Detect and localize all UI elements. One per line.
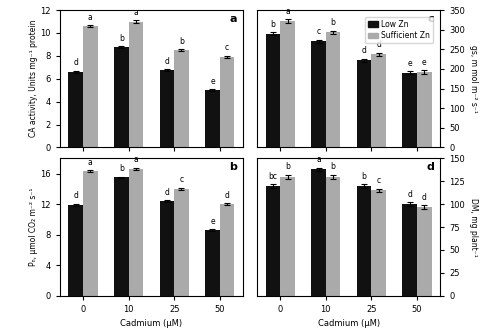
Text: b: b — [119, 164, 124, 173]
Bar — [417, 207, 432, 296]
Text: a: a — [134, 156, 138, 165]
Y-axis label: DM, mg plant⁻¹: DM, mg plant⁻¹ — [469, 198, 478, 256]
Bar — [326, 33, 340, 148]
Bar — [280, 21, 295, 148]
Text: c: c — [316, 28, 320, 37]
Text: d: d — [224, 191, 230, 200]
Bar — [114, 177, 128, 296]
Bar — [68, 72, 83, 148]
Text: d: d — [164, 56, 170, 66]
Bar — [220, 57, 234, 148]
Text: d: d — [164, 188, 170, 197]
Bar — [128, 22, 143, 148]
Bar — [266, 34, 280, 148]
Bar — [311, 41, 326, 148]
Text: b: b — [270, 19, 276, 29]
Bar — [220, 204, 234, 296]
Bar — [280, 177, 295, 296]
Text: b: b — [330, 162, 336, 171]
Bar — [357, 60, 372, 148]
Bar — [205, 230, 220, 296]
Text: d: d — [422, 193, 427, 202]
Text: a: a — [285, 7, 290, 16]
Bar — [326, 177, 340, 296]
Text: b: b — [179, 37, 184, 46]
Text: b: b — [285, 162, 290, 171]
Text: c: c — [180, 175, 184, 184]
Legend: Low Zn, Sufficient Zn: Low Zn, Sufficient Zn — [366, 17, 432, 43]
X-axis label: Cadmium (μM): Cadmium (μM) — [318, 319, 380, 328]
Bar — [160, 201, 174, 296]
Text: b: b — [230, 163, 237, 172]
Text: a: a — [230, 14, 237, 24]
Text: e: e — [210, 77, 215, 86]
Bar — [68, 205, 83, 296]
Text: e: e — [408, 59, 412, 68]
Text: c: c — [428, 14, 434, 24]
X-axis label: Cadmium (μM): Cadmium (μM) — [120, 319, 182, 328]
Bar — [402, 204, 417, 296]
Y-axis label: Pₙ, μmol CO₂ m⁻² s⁻¹: Pₙ, μmol CO₂ m⁻² s⁻¹ — [28, 188, 38, 266]
Bar — [174, 189, 189, 296]
Bar — [160, 70, 174, 148]
Bar — [402, 73, 417, 148]
Text: a: a — [316, 155, 321, 164]
Text: d: d — [408, 190, 412, 199]
Text: bc: bc — [268, 172, 278, 180]
Text: a: a — [88, 12, 92, 22]
Text: a: a — [88, 158, 92, 167]
Text: b: b — [119, 34, 124, 43]
Y-axis label: CA activity, Units mg⁻¹ protein: CA activity, Units mg⁻¹ protein — [28, 20, 38, 137]
Text: c: c — [376, 176, 381, 185]
Bar — [372, 54, 386, 148]
Text: c: c — [225, 43, 229, 52]
Text: d: d — [376, 40, 381, 49]
Text: d: d — [73, 58, 78, 67]
Bar — [417, 72, 432, 148]
Text: e: e — [210, 217, 215, 226]
Text: d: d — [73, 191, 78, 200]
Bar — [174, 50, 189, 148]
Text: a: a — [134, 8, 138, 17]
Y-axis label: gs, m mol m⁻² s⁻¹: gs, m mol m⁻² s⁻¹ — [469, 45, 478, 113]
Bar — [205, 90, 220, 148]
Bar — [266, 186, 280, 296]
Text: d: d — [362, 46, 366, 55]
Bar — [128, 169, 143, 296]
Bar — [83, 26, 98, 148]
Text: e: e — [422, 58, 426, 67]
Bar — [83, 171, 98, 296]
Bar — [114, 47, 128, 148]
Text: b: b — [362, 172, 366, 180]
Bar — [311, 169, 326, 296]
Bar — [372, 191, 386, 296]
Bar — [357, 186, 372, 296]
Text: d: d — [426, 163, 434, 172]
Text: b: b — [330, 18, 336, 28]
